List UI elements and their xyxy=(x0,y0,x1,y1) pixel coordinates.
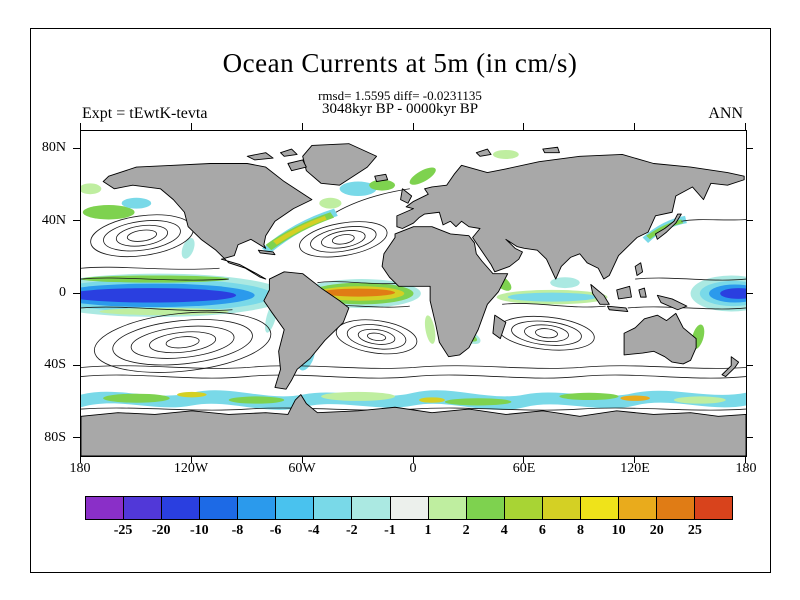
stats-line: rmsd= 1.5595 diff= -0.0231135 xyxy=(318,88,482,103)
antarctica xyxy=(81,394,746,456)
colorbar-tick-label: 8 xyxy=(577,523,585,538)
lon-tick-label: 60E xyxy=(512,461,536,476)
sulawesi xyxy=(638,287,647,298)
north-america xyxy=(102,163,313,280)
lat-tick-label: 40N xyxy=(41,212,66,228)
world-map xyxy=(81,143,746,456)
colorbar-cell xyxy=(466,497,505,519)
iceland xyxy=(374,173,389,183)
africa xyxy=(381,226,509,358)
colorbar-cell xyxy=(86,497,125,519)
colorbar-cell xyxy=(162,497,201,519)
colorbar-tick-label: -4 xyxy=(307,523,320,538)
colorbar-tick-label: 25 xyxy=(687,523,702,538)
new-guinea xyxy=(656,294,688,311)
australia xyxy=(623,312,697,365)
lat-tick-label: 80N xyxy=(41,140,66,156)
arctic-island xyxy=(246,152,274,161)
eurasia xyxy=(396,154,745,280)
colorbar-tick-label: -10 xyxy=(190,523,209,538)
colorbar xyxy=(85,496,733,520)
british-isles xyxy=(400,188,413,204)
colorbar-cell xyxy=(124,497,163,519)
philippines xyxy=(634,262,644,276)
colorbar-tick-label: -1 xyxy=(384,523,396,538)
colorbar-tick-label: -2 xyxy=(345,523,358,538)
page-title: Ocean Currents at 5m (in cm/s) xyxy=(222,48,578,78)
japan xyxy=(655,213,682,240)
colorbar-cell xyxy=(618,497,657,519)
lon-tick-label: 0 xyxy=(409,461,417,476)
colorbar-cell xyxy=(390,497,429,519)
colorbar-tick-label: 6 xyxy=(538,523,546,538)
colorbar-cell xyxy=(200,497,239,519)
colorbar-tick-label: -8 xyxy=(231,523,244,538)
baffin-island xyxy=(287,159,307,172)
longitude-axis: 180 120W 60W 0 60E 120E 180 xyxy=(70,461,757,481)
colorbar-tick-label: 2 xyxy=(462,523,470,538)
svalbard xyxy=(475,148,492,157)
colorbar-labels: -25 -20 -10 -8 -6 -4 -2 -1 1 2 4 6 8 10 20 25 xyxy=(85,523,733,541)
lat-tick-label: 80S xyxy=(44,429,66,445)
colorbar-tick-label: -20 xyxy=(151,523,171,538)
colorbar-tick-label: -6 xyxy=(269,523,282,538)
colorbar-cell xyxy=(428,497,467,519)
period-line: 3048kyr BP - 0000kyr BP xyxy=(321,101,479,117)
colorbar-cell xyxy=(352,497,391,519)
lon-tick-label: 60W xyxy=(288,461,316,476)
colorbar-cell xyxy=(656,497,695,519)
colorbar-cell xyxy=(238,497,277,519)
lat-tick-label: 0 xyxy=(59,285,66,300)
lon-tick-label: 180 xyxy=(735,461,757,476)
lon-tick-label: 120W xyxy=(173,461,209,476)
south-america xyxy=(263,271,350,390)
borneo xyxy=(616,285,632,300)
colorbar-cell xyxy=(314,497,353,519)
new-zealand xyxy=(721,356,740,378)
continents xyxy=(81,143,746,456)
lon-tick-label: 120E xyxy=(620,461,650,476)
map-area xyxy=(80,130,747,457)
season-label: ANN xyxy=(708,105,743,122)
colorbar-cell xyxy=(542,497,581,519)
colorbar-tick-label: 20 xyxy=(649,523,664,538)
latitude-axis: 80N 40N 0 40S 80S xyxy=(26,130,72,456)
arctic-island xyxy=(280,148,298,157)
colorbar-tick-label: 1 xyxy=(424,523,432,538)
greenland xyxy=(302,143,378,186)
experiment-label: Expt = tEwtK-tevta xyxy=(82,105,208,122)
colorbar-cell xyxy=(276,497,315,519)
colorbar-tick-label: -25 xyxy=(113,523,133,538)
madagascar xyxy=(492,314,507,340)
streamline-contours xyxy=(81,188,746,411)
colorbar-cell xyxy=(580,497,619,519)
current-speed-shading xyxy=(81,149,746,410)
colorbar-tick-label: 4 xyxy=(500,523,508,538)
colorbar-tick-label: 10 xyxy=(611,523,626,538)
cuba xyxy=(257,249,276,256)
java xyxy=(606,305,629,313)
colorbar-cell xyxy=(695,497,733,519)
figure-frame xyxy=(30,28,771,573)
sumatra xyxy=(590,284,610,305)
colorbar-cell xyxy=(504,497,543,519)
lat-tick-label: 40S xyxy=(44,357,66,373)
severnaya xyxy=(542,146,560,154)
lon-tick-label: 180 xyxy=(69,461,91,476)
